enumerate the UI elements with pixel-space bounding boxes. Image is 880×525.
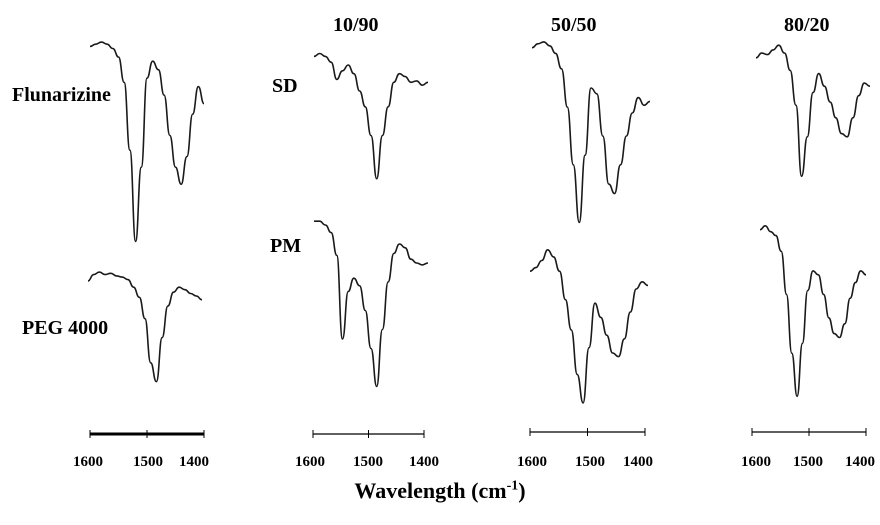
x-tick-label-2-3: 1400 <box>409 454 439 470</box>
x-axis-title-superscript: -1 <box>506 478 519 494</box>
x-tick-label-4-1: 1600 <box>741 454 771 470</box>
spectrum-line-sd-80-20 <box>755 44 871 178</box>
x-tick-label-3-2: 1500 <box>575 454 605 470</box>
x-tick-label-1-1: 1600 <box>73 454 103 470</box>
spectrum-line-pm-80-20 <box>759 225 867 398</box>
x-axis-title-suffix: ) <box>518 478 526 503</box>
spectrum-line-pm-10-90 <box>314 220 429 388</box>
row-label-flunarizine: Flunarizine <box>12 84 111 106</box>
x-tick-label-3-3: 1400 <box>623 454 653 470</box>
x-axis-title-text: Wavelength (cm <box>354 478 507 503</box>
x-tick-label-2-2: 1500 <box>353 454 383 470</box>
spectrum-line-peg-4000 <box>87 271 203 383</box>
x-tick-label-1-3: 1400 <box>179 454 209 470</box>
x-tick-label-1-2: 1500 <box>133 454 163 470</box>
row-label-sd: SD <box>272 75 298 97</box>
x-tick-label-4-3: 1400 <box>845 454 875 470</box>
column-title-10-90: 10/90 <box>333 14 379 36</box>
x-tick-label-4-2: 1500 <box>793 454 823 470</box>
spectrum-line-sd-50-50 <box>531 41 651 224</box>
column-title-80-20: 80/20 <box>784 14 830 36</box>
column-title-50-50: 50/50 <box>551 14 597 36</box>
spectrum-line-pm-50-50 <box>529 249 649 404</box>
x-tick-label-3-1: 1600 <box>517 454 547 470</box>
spectrum-line-flunarizine <box>89 41 205 243</box>
x-axis-title: Wavelength (cm-1) <box>0 478 880 503</box>
row-label-pm: PM <box>270 235 302 257</box>
spectrum-line-sd-10-90 <box>313 52 429 180</box>
x-tick-label-2-1: 1600 <box>295 454 325 470</box>
row-label-peg4000: PEG 4000 <box>22 317 109 339</box>
